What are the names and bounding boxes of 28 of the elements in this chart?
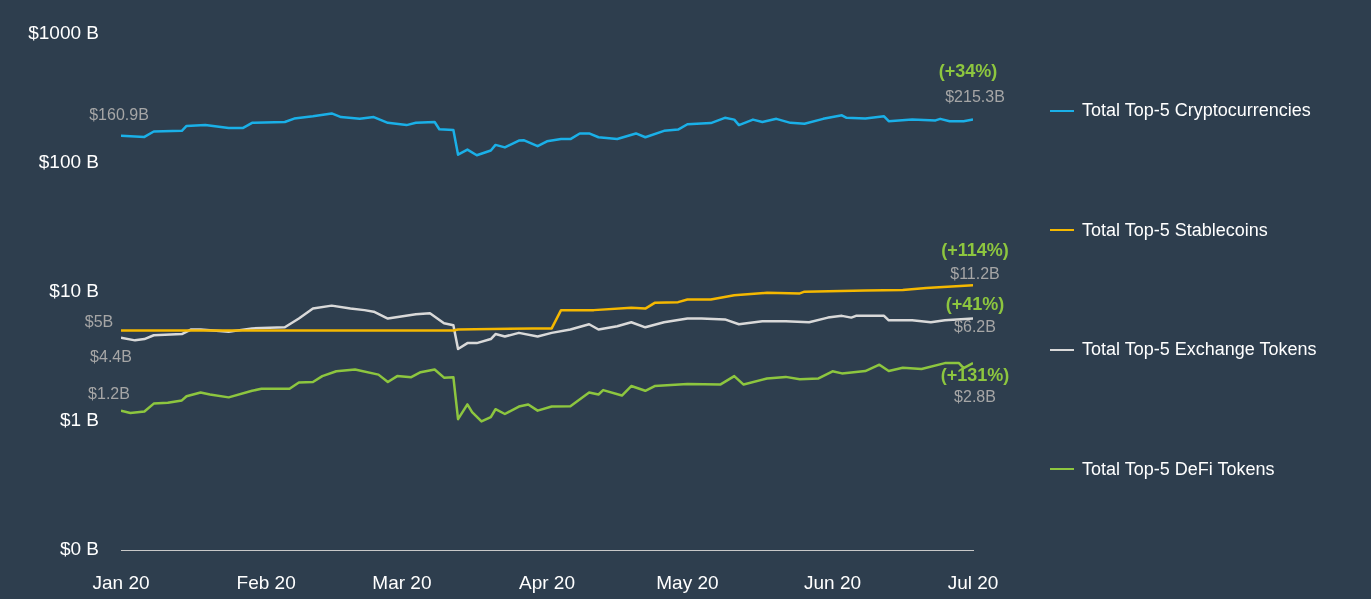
y-tick-label: $0 B	[59, 538, 99, 560]
legend-label: Total Top-5 Exchange Tokens	[1082, 339, 1317, 361]
annotation: $6.2B	[954, 317, 996, 335]
x-tick-label: May 20	[656, 571, 719, 593]
x-tick-label: Jun 20	[804, 571, 862, 593]
annotation: $160.9B	[89, 106, 149, 124]
x-tick-label: Apr 20	[519, 571, 575, 593]
annotation: (+114%)	[941, 240, 1009, 261]
legend-label: Total Top-5 DeFi Tokens	[1082, 458, 1275, 480]
y-tick-label: $100 B	[38, 150, 99, 172]
annotation: (+131%)	[940, 365, 1010, 386]
y-tick-label: $10 B	[49, 279, 99, 301]
x-tick-label: Jul 20	[947, 571, 999, 593]
annotation: $2.8B	[954, 387, 996, 405]
y-tick-label: $1 B	[59, 409, 99, 431]
annotation: $5B	[84, 312, 114, 330]
annotation: $4.4B	[90, 348, 132, 366]
annotation: $1.2B	[88, 385, 130, 403]
x-tick-label: Jan 20	[92, 571, 150, 593]
x-tick-label: Feb 20	[236, 571, 296, 593]
annotation: $11.2B	[950, 264, 1000, 282]
y-tick-label: $1000 B	[28, 21, 99, 43]
x-tick-label: Mar 20	[372, 571, 432, 593]
annotation: (+41%)	[945, 294, 1005, 315]
annotation: $215.3B	[945, 87, 1005, 105]
legend-label: Total Top-5 Cryptocurrencies	[1082, 100, 1311, 121]
annotation: (+34%)	[938, 60, 998, 81]
legend-label: Total Top-5 Stablecoins	[1082, 219, 1268, 241]
